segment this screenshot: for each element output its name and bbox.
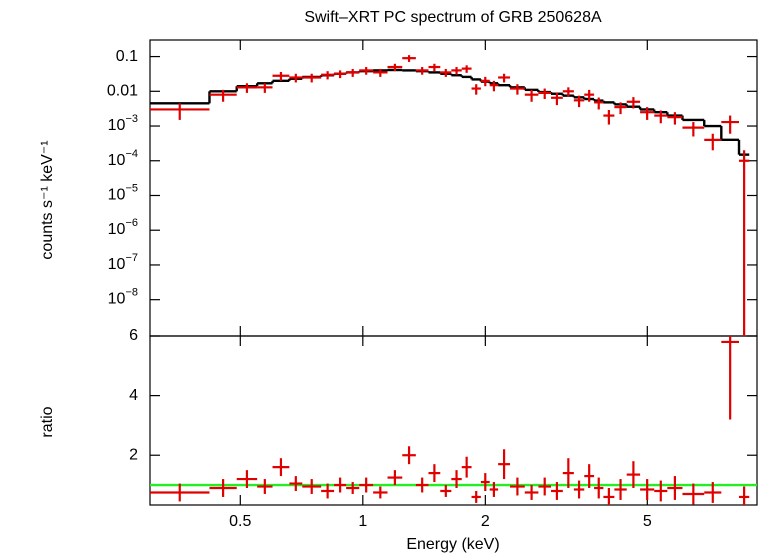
x-tick-label: 0.5	[229, 513, 251, 530]
y-tick-label: 10−7	[108, 252, 138, 273]
tick-base: 10	[108, 117, 126, 134]
tick-base: 10	[108, 256, 126, 273]
tick-exponent: −6	[125, 217, 138, 229]
x-axis-label: Energy (keV)	[406, 536, 499, 553]
plot-area	[150, 336, 757, 505]
tick-exponent: −8	[125, 287, 138, 299]
y-tick-label: 10−6	[108, 217, 138, 238]
tick-base: 10	[108, 221, 126, 238]
y-tick-label: 4	[129, 387, 138, 404]
x-tick-label: 2	[481, 513, 490, 530]
y-tick-label: 10−5	[108, 182, 138, 203]
y-tick-label: 10−8	[108, 287, 138, 308]
tick-base: 10	[108, 291, 126, 308]
plot-frame	[149, 335, 758, 506]
x-tick-label: 1	[358, 513, 367, 530]
chart-title: Swift–XRT PC spectrum of GRB 250628A	[304, 9, 602, 26]
tick-exponent: −7	[125, 252, 138, 264]
tick-exponent: −4	[125, 148, 138, 160]
y-axis-label: counts s⁻¹ keV⁻¹	[39, 140, 56, 259]
tick-base: 10	[108, 187, 126, 204]
tick-exponent: −3	[125, 113, 138, 125]
tick-exponent: −5	[125, 182, 138, 194]
x-tick-label: 5	[643, 513, 652, 530]
y-axis-label: ratio	[39, 406, 56, 437]
y-tick-label: 10−4	[108, 148, 138, 169]
y-tick-label: 0.1	[116, 48, 138, 65]
y-tick-label: 10−3	[108, 113, 138, 134]
y-tick-label: 6	[129, 327, 138, 344]
y-tick-label: 0.01	[107, 83, 138, 100]
plot-frame	[149, 39, 758, 337]
y-tick-label: 2	[129, 446, 138, 463]
tick-base: 10	[108, 152, 126, 169]
plot-area	[150, 55, 750, 336]
